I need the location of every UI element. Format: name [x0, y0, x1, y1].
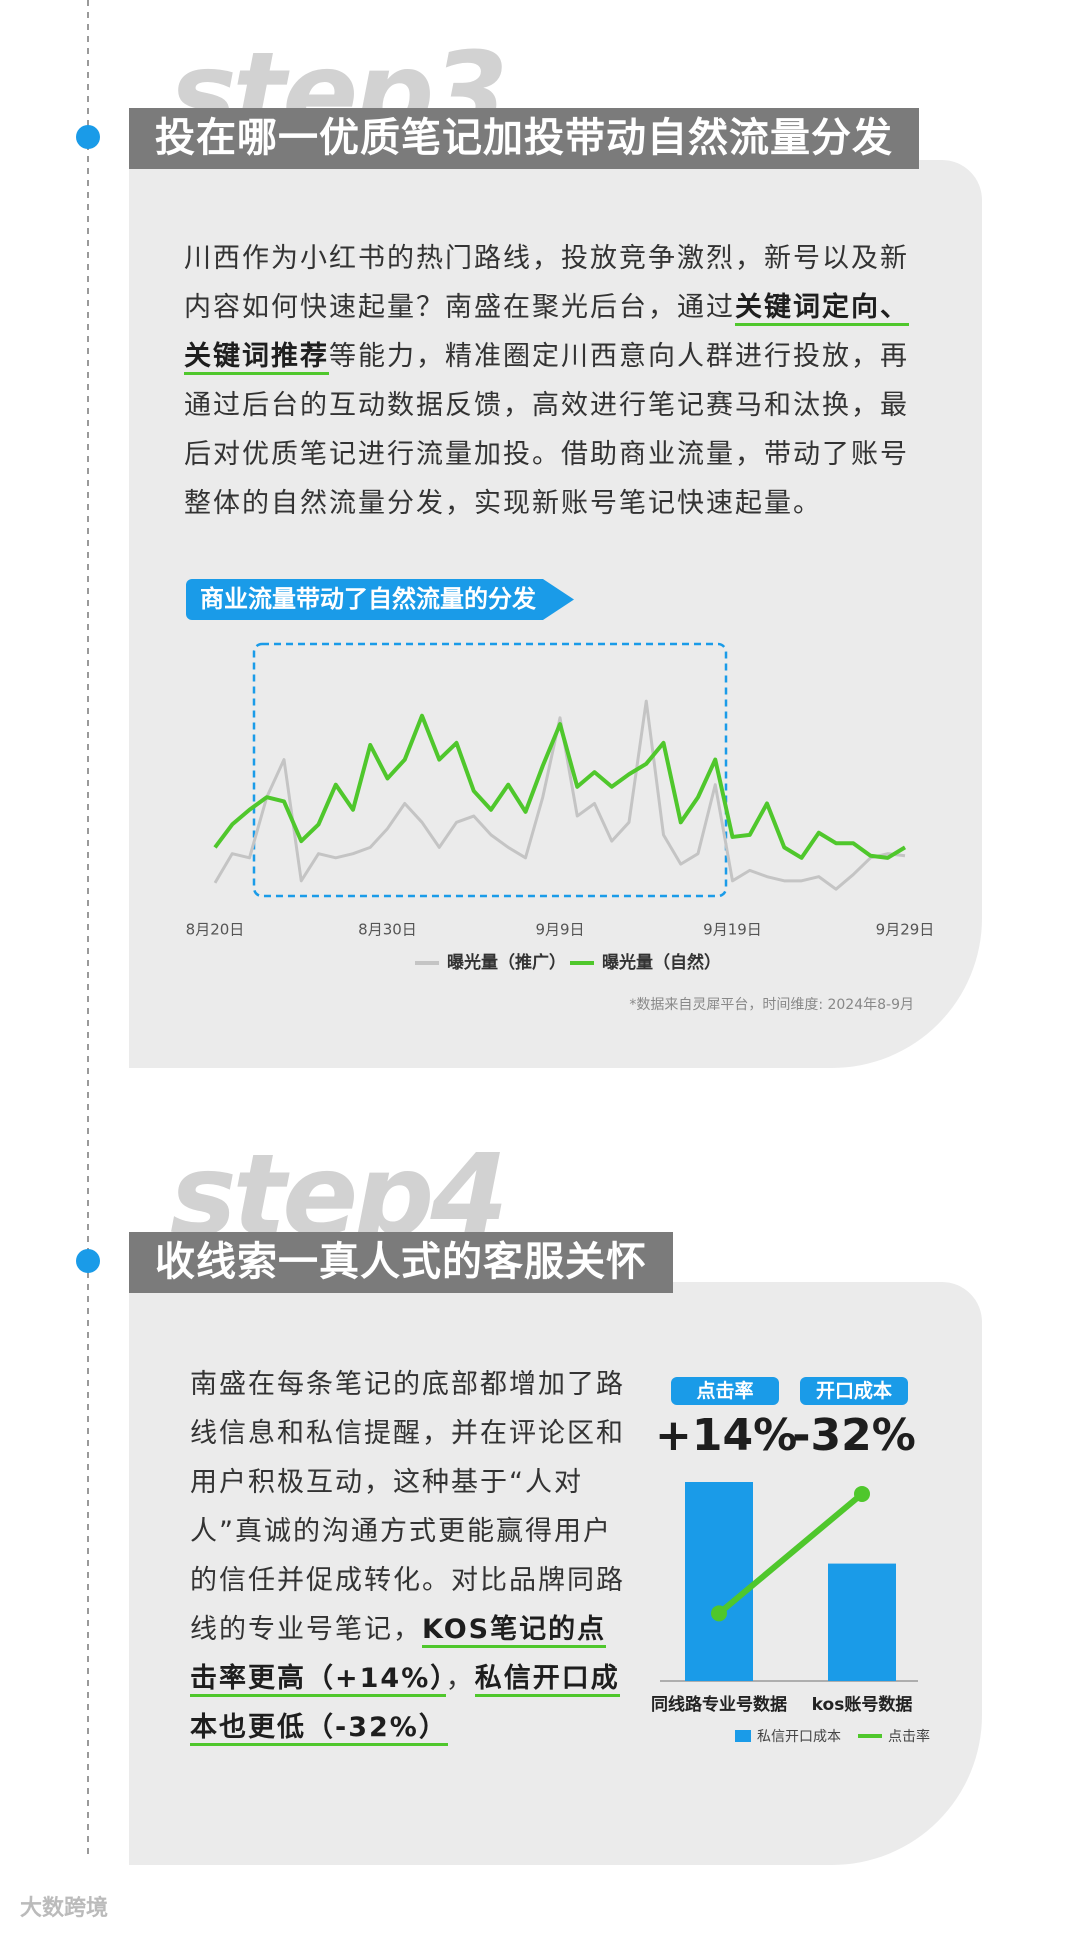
- annotation-label: 点击率: [671, 1377, 779, 1405]
- text: 等能力，精准圈定川西意向人群进行投放，再通过后台的互动数据反馈，高效进行笔记赛马…: [184, 341, 909, 519]
- text: 川西作为小红书的热门路线，投放竞争激烈，新号以及新内容如何快速起量？南盛在聚光后…: [184, 243, 909, 323]
- emphasis: 关键词定向、关键词推荐: [184, 292, 909, 375]
- emphasis: KOS笔记的点击率更高（+14%）: [190, 1614, 607, 1697]
- x-tick-label: 9月19日: [703, 921, 762, 939]
- section-title: 投在哪一优质笔记加投带动自然流量分发: [129, 108, 919, 169]
- bar: [685, 1482, 753, 1681]
- series-line: [213, 699, 906, 891]
- section-title: 收线索一真人式的客服关怀: [129, 1232, 673, 1293]
- chart-title: 商业流量带动了自然流量的分发: [186, 579, 574, 620]
- x-tick-label: 9月9日: [535, 921, 584, 939]
- x-tick-label: 9月29日: [876, 921, 935, 939]
- legend-label: 点击率: [888, 1728, 930, 1745]
- bar: [828, 1563, 896, 1681]
- series-line: [717, 1491, 864, 1616]
- watermark: 大数跨境: [20, 1896, 109, 1921]
- timeline-dot: [76, 1249, 100, 1273]
- legend-swatch: [735, 1730, 751, 1742]
- text: ，: [445, 1663, 475, 1694]
- line-point: [854, 1485, 870, 1502]
- legend-label: 私信开口成本: [757, 1729, 841, 1745]
- line-point: [711, 1605, 727, 1622]
- x-tick-label: kos账号数据: [812, 1694, 913, 1715]
- text: 南盛在每条笔记的底部都增加了路线信息和私信提醒，并在评论区和用户积极互动，这种基…: [190, 1369, 625, 1645]
- legend-label: 曝光量（自然）: [602, 952, 721, 973]
- annotation-label: 开口成本: [800, 1377, 908, 1405]
- series-line: [213, 713, 907, 860]
- x-tick-label: 8月20日: [186, 921, 245, 939]
- emphasis: 私信开口成本也更低（-32%）: [190, 1663, 620, 1746]
- annotation-value: -32%: [792, 1410, 916, 1461]
- legend-label: 曝光量（推广）: [447, 952, 566, 973]
- annotation-value: +14%: [655, 1410, 798, 1461]
- paragraph: 川西作为小红书的热门路线，投放竞争激烈，新号以及新内容如何快速起量？南盛在聚光后…: [184, 234, 924, 528]
- timeline-dot: [76, 125, 100, 149]
- source-note: *数据来自灵犀平台，时间维度: 2024年8-9月: [629, 997, 914, 1013]
- highlight-box: [252, 642, 728, 898]
- x-tick-label: 8月30日: [358, 921, 417, 939]
- paragraph: 南盛在每条笔记的底部都增加了路线信息和私信提醒，并在评论区和用户积极互动，这种基…: [190, 1360, 630, 1752]
- x-tick-label: 同线路专业号数据: [651, 1694, 787, 1715]
